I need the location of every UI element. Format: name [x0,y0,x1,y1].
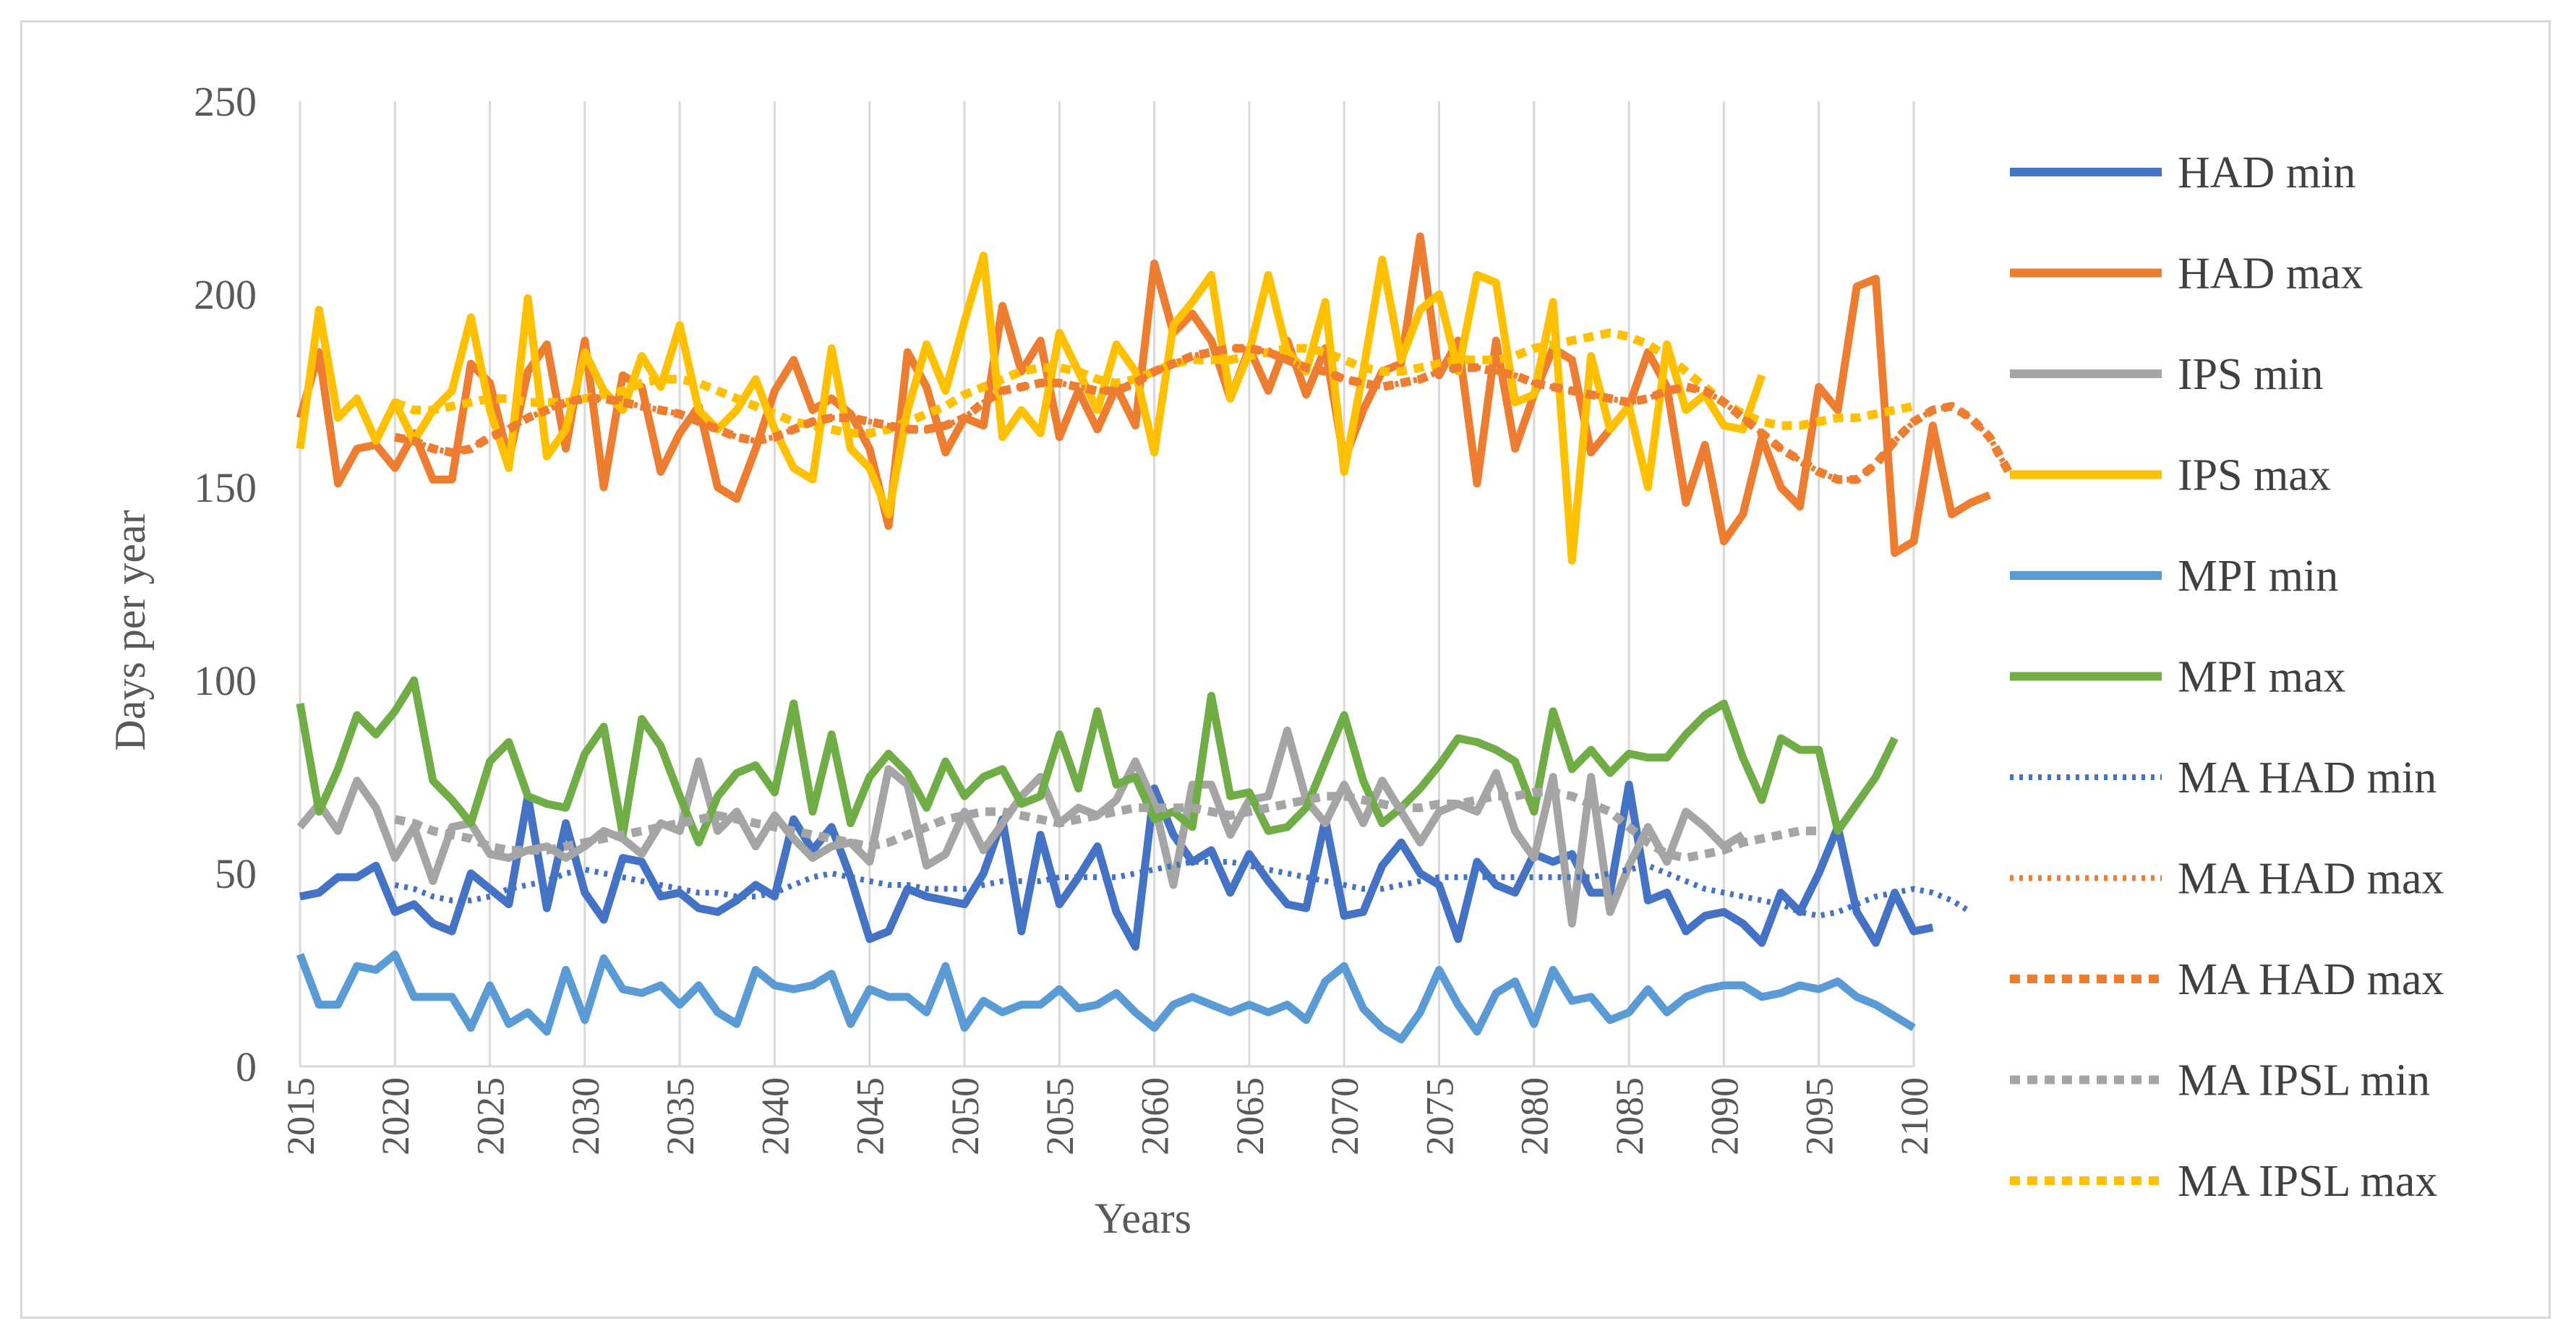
x-tick-2075: 2075 [1418,1077,1461,1155]
legend: HAD min HAD max IPS min IPS max MPI min MPI m… [2010,148,2444,1206]
x-tick-2055: 2055 [1038,1077,1082,1155]
legend-label-6: MA HAD min [2178,753,2436,803]
series-line-5 [296,676,1899,847]
legend-label-3: IPS max [2178,451,2331,500]
series-line-3 [296,252,1766,565]
x-tick-2015: 2015 [279,1077,322,1155]
x-tick-2100: 2100 [1893,1077,1936,1155]
y-tick-250: 250 [194,78,257,125]
series-line-4 [296,950,1916,1044]
legend-label-8: MA HAD max [2178,955,2444,1004]
x-tick-2030: 2030 [564,1077,607,1155]
legend-label-9: MA IPSL min [2178,1056,2430,1105]
x-tick-2085: 2085 [1608,1077,1651,1155]
y-tick-200: 200 [194,271,257,318]
x-tick-2050: 2050 [943,1077,987,1155]
x-tick-2095: 2095 [1798,1077,1841,1155]
y-tick-0: 0 [236,1043,257,1090]
series-line-6 [394,859,1972,919]
x-tick-2040: 2040 [753,1077,797,1155]
y-tick-labels: 0 50 100 150 200 250 [194,78,257,1090]
x-tick-2045: 2045 [849,1077,892,1155]
y-axis-title: Days per year [106,510,154,750]
legend-label-10: MA IPSL max [2178,1157,2437,1206]
x-tick-2070: 2070 [1323,1077,1366,1155]
x-tick-2090: 2090 [1703,1077,1746,1155]
x-tick-2065: 2065 [1228,1077,1272,1155]
vertical-gridlines [299,101,1915,1066]
chart-frame [20,20,2551,1319]
series-layer [296,232,2013,1044]
y-tick-150: 150 [194,464,257,511]
legend-label-2: IPS min [2178,350,2324,399]
x-tick-2080: 2080 [1513,1077,1557,1155]
legend-label-7: MA HAD max [2178,855,2444,904]
series-line-8 [394,343,2013,484]
series-line-9 [394,787,1819,863]
legend-label-1: HAD max [2178,249,2363,299]
x-tick-2060: 2060 [1134,1077,1177,1155]
legend-label-0: HAD min [2178,148,2355,197]
x-tick-2020: 2020 [374,1077,417,1155]
x-tick-2025: 2025 [468,1077,512,1155]
legend-label-4: MPI min [2178,552,2338,601]
legend-label-5: MPI max [2178,653,2346,702]
x-tick-2035: 2035 [659,1077,702,1155]
y-tick-100: 100 [194,657,257,704]
x-axis-title: Years [1095,1194,1191,1242]
y-tick-50: 50 [215,850,257,897]
x-tick-labels: 2015 2020 2025 2030 2035 2040 2045 2050 2055 2060… [279,1077,1936,1155]
